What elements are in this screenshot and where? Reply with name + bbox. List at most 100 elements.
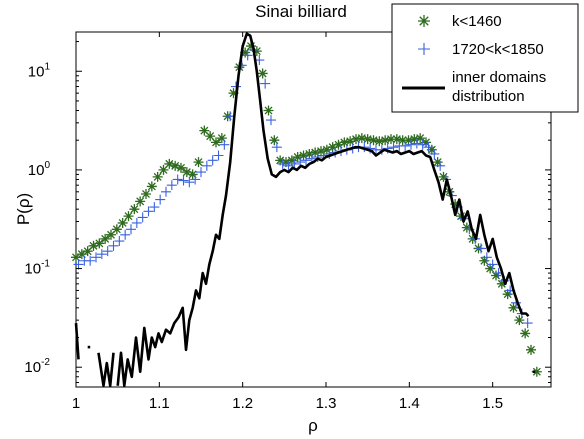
data-point-k-lt-1460 [117, 217, 128, 228]
data-point-k-lt-1460 [263, 105, 274, 116]
data-point-k-1720-1850 [411, 138, 422, 149]
legend-label-inner-domains-line1: inner domains [452, 69, 546, 86]
data-point-k-1720-1850 [85, 255, 96, 266]
data-point-k-lt-1460 [181, 167, 192, 178]
data-point-k-lt-1460 [193, 157, 204, 168]
x-tick-label: 1.5 [482, 395, 503, 412]
legend-label-k-lt-1460: k<1460 [452, 13, 502, 30]
data-point-k-1720-1850 [184, 177, 195, 188]
data-point-k-lt-1460 [531, 366, 542, 377]
data-point-k-1720-1850 [417, 139, 428, 150]
data-point-k-lt-1460 [310, 147, 321, 158]
inner-domains-line-segment [97, 352, 115, 388]
data-point-k-1720-1850 [406, 139, 416, 150]
data-point-k-lt-1460 [333, 139, 344, 150]
y-tick-label: 10-2 [24, 357, 50, 376]
data-point-k-lt-1460 [345, 136, 356, 147]
data-point-k-lt-1460 [111, 224, 122, 235]
data-point-k-1720-1850 [131, 217, 142, 228]
data-point-k-lt-1460 [170, 160, 181, 171]
y-tick-label: 10-1 [24, 259, 50, 278]
data-point-k-lt-1460 [100, 233, 111, 244]
data-point-k-lt-1460 [286, 155, 297, 166]
data-point-k-lt-1460 [123, 211, 134, 222]
data-point-k-lt-1460 [438, 171, 449, 182]
data-point-k-1720-1850 [283, 160, 294, 171]
y-tick-label: 100 [28, 160, 51, 179]
data-point-k-lt-1460 [508, 302, 519, 313]
legend: k<1460 1720<k<1850 inner domains distributi… [391, 3, 579, 113]
data-point-k-lt-1460 [158, 164, 169, 175]
data-marks [71, 32, 542, 388]
data-point-k-lt-1460 [146, 181, 157, 192]
data-point-k-1720-1850 [166, 180, 177, 191]
x-tick-label: 1.1 [149, 395, 170, 412]
data-point-k-1720-1850 [429, 148, 440, 159]
data-point-k-lt-1460 [403, 135, 414, 146]
data-point-k-lt-1460 [94, 238, 105, 249]
data-point-k-lt-1460 [187, 169, 198, 180]
data-point-k-lt-1460 [211, 137, 221, 148]
data-point-k-lt-1460 [491, 270, 501, 281]
data-point-k-lt-1460 [479, 255, 490, 266]
data-point-k-lt-1460 [304, 148, 315, 159]
data-point-k-1720-1850 [388, 142, 399, 153]
data-point-k-1720-1850 [155, 194, 166, 205]
legend-plus-icon [418, 43, 430, 55]
data-point-k-1720-1850 [178, 175, 189, 186]
x-tick-label: 1.2 [232, 395, 253, 412]
data-point-k-lt-1460 [199, 125, 210, 136]
data-point-k-lt-1460 [106, 229, 116, 240]
data-point-k-1720-1850 [73, 259, 84, 270]
data-point-k-lt-1460 [292, 152, 303, 163]
data-point-k-lt-1460 [321, 144, 332, 155]
data-point-k-lt-1460 [485, 263, 496, 274]
data-point-k-lt-1460 [129, 204, 140, 215]
data-point-k-1720-1850 [266, 115, 276, 126]
data-point-k-lt-1460 [432, 157, 443, 168]
data-point-k-1720-1850 [277, 158, 288, 169]
data-point-k-lt-1460 [275, 155, 286, 166]
data-point-k-1720-1850 [236, 60, 247, 71]
data-point-k-1720-1850 [476, 243, 486, 254]
data-point-k-1720-1850 [207, 155, 218, 166]
data-point-k-lt-1460 [82, 246, 93, 257]
data-point-k-1720-1850 [114, 236, 125, 247]
data-point-k-1720-1850 [149, 202, 160, 213]
legend-asterisk-icon [418, 15, 430, 27]
data-point-k-lt-1460 [176, 162, 186, 173]
data-point-k-1720-1850 [126, 224, 136, 235]
data-point-k-1720-1850 [522, 318, 533, 329]
data-point-k-lt-1460 [76, 249, 87, 260]
data-point-k-1720-1850 [137, 212, 148, 223]
data-point-k-lt-1460 [246, 41, 256, 52]
data-point-k-1720-1850 [400, 140, 411, 151]
data-point-k-lt-1460 [257, 68, 268, 79]
data-point-k-1720-1850 [190, 174, 201, 185]
data-point-k-lt-1460 [380, 135, 391, 146]
x-tick-label: 1 [72, 395, 80, 412]
data-point-k-1720-1850 [219, 139, 230, 150]
data-point-k-lt-1460 [456, 211, 466, 222]
data-point-k-lt-1460 [514, 315, 525, 326]
data-point-k-1720-1850 [196, 167, 206, 178]
data-point-k-1720-1850 [201, 160, 212, 171]
data-point-k-lt-1460 [228, 88, 239, 99]
data-point-k-lt-1460 [409, 134, 420, 145]
data-point-k-1720-1850 [271, 142, 282, 153]
data-point-k-1720-1850 [161, 186, 171, 197]
data-point-k-lt-1460 [368, 135, 379, 146]
data-point-k-lt-1460 [298, 150, 309, 161]
data-point-k-1720-1850 [172, 174, 183, 185]
data-point-k-lt-1460 [71, 252, 81, 263]
data-point-k-lt-1460 [216, 133, 227, 144]
data-point-k-lt-1460 [397, 135, 408, 146]
x-tick-label: 1.4 [399, 395, 420, 412]
legend-label-k-1720-1850: 1720<k<1850 [452, 41, 544, 58]
x-tick-label: 1.3 [316, 395, 337, 412]
data-point-k-1720-1850 [120, 229, 131, 240]
data-point-k-1720-1850 [242, 50, 253, 61]
data-point-k-lt-1460 [316, 146, 326, 157]
inner-domains-line-segment [116, 32, 530, 388]
data-point-k-lt-1460 [421, 137, 431, 148]
